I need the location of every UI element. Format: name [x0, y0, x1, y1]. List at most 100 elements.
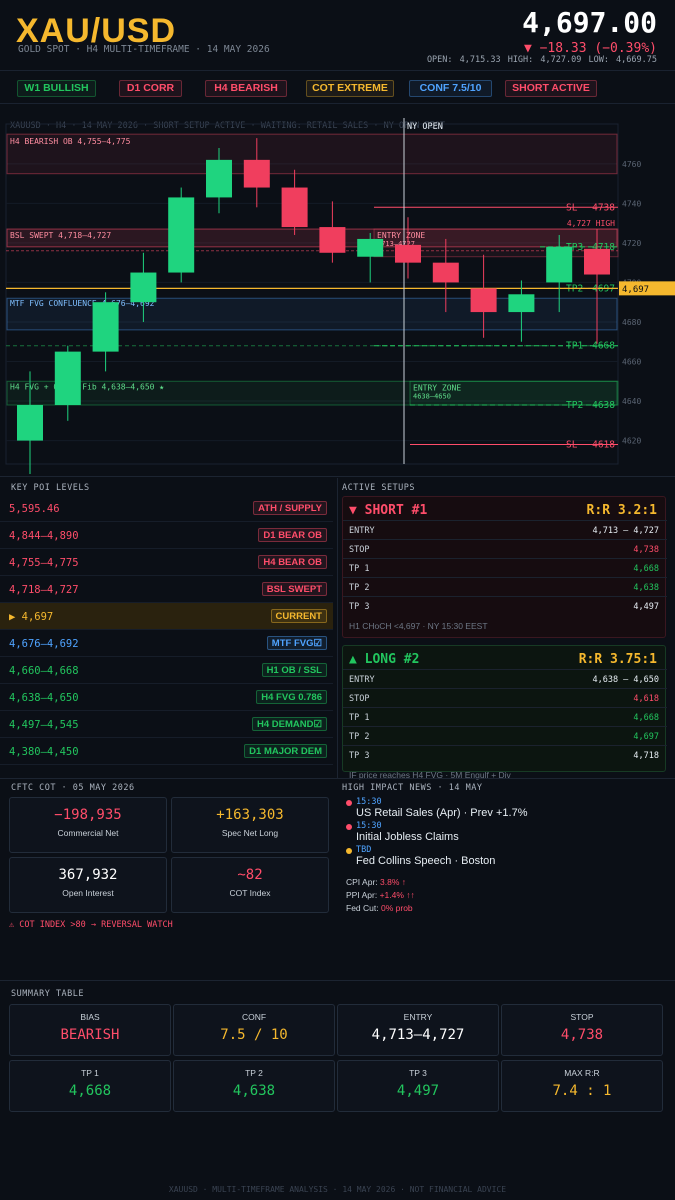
y-tick-label: 4660 [622, 358, 641, 367]
summary-label: TP 2 [245, 1068, 263, 1078]
macro-value: 0% prob [380, 903, 413, 913]
tag-cot-extreme[interactable]: COT EXTREME [306, 80, 394, 97]
summary-value: 4,497 [396, 1083, 440, 1099]
cot-label: Spec Net Long [221, 828, 279, 838]
news-time: 15:30 [356, 797, 382, 807]
price-chart[interactable]: XAUUSD · H4 · 14 MAY 2026 · SHORT SETUP … [0, 104, 675, 485]
short-setup-note: H1 CHoCH <4,697 · NY 15:30 EEST [349, 621, 488, 631]
poi-tag: BSL SWEPT [261, 582, 327, 596]
high-label: 4,727 HIGH [567, 219, 615, 228]
summary-label: TP 3 [409, 1068, 427, 1078]
cot-warning: ⚠ COT INDEX >80 → REVERSAL WATCH [9, 920, 173, 930]
candle-body[interactable] [281, 187, 308, 228]
poi-row[interactable]: 5,595.46 ATH / SUPPLY [0, 495, 333, 522]
tag-d1-corr[interactable]: D1 CORR [119, 80, 182, 97]
level-name: SL [566, 202, 578, 213]
ohl-readout: OPEN: 4,715.33 HIGH: 4,727.09 LOW: 4,669… [426, 55, 657, 65]
tag-h4-bearish[interactable]: H4 BEARISH [205, 80, 287, 97]
poi-row[interactable]: 4,676–4,692 MTF FVG☑ [0, 630, 333, 657]
setup-row: STOP 4,618 [343, 688, 667, 707]
summary-label: ENTRY [403, 1012, 433, 1022]
candle-body[interactable] [206, 159, 232, 198]
poi-row[interactable]: 4,718–4,727 BSL SWEPT [0, 576, 333, 603]
candle-body[interactable] [470, 288, 497, 313]
candle-body[interactable] [395, 244, 421, 263]
candle-body[interactable] [432, 262, 459, 283]
chart-watermark: XAUUSD · H4 · 14 MAY 2026 · SHORT SETUP … [10, 121, 445, 131]
long-setup-rr: R:R 3.75:1 [578, 652, 657, 667]
summary-cell: TP 1 4,668 [9, 1060, 171, 1112]
setup-row: ENTRY 4,713 – 4,727 [343, 520, 667, 539]
cot-label: Commercial Net [57, 828, 119, 838]
setup-row: TP 3 4,497 [343, 596, 667, 615]
candle-body[interactable] [508, 294, 535, 313]
level-value: 4618 [592, 440, 615, 451]
poi-row[interactable]: ▶ 4,697 CURRENT [0, 603, 333, 630]
setup-row: TP 3 4,718 [343, 745, 667, 764]
candle-body[interactable] [130, 272, 157, 303]
summary-cell: MAX R:R 7.4 : 1 [501, 1060, 663, 1112]
tag-short-active[interactable]: SHORT ACTIVE [505, 80, 597, 97]
level-name: TP3 [566, 242, 583, 253]
macro-value: 3.8% ↑ [380, 877, 407, 887]
poi-price: 4,380–4,450 [9, 746, 79, 758]
setup-row: STOP 4,738 [343, 539, 667, 558]
poi-tag: H4 DEMAND☑ [252, 717, 327, 731]
candle-body[interactable] [357, 238, 384, 257]
poi-row[interactable]: 4,755–4,775 H4 BEAR OB [0, 549, 333, 576]
y-tick-label: 4760 [622, 160, 641, 169]
candle-body[interactable] [319, 227, 346, 253]
summary-panel-title: SUMMARY TABLE [11, 989, 85, 999]
tag-w1-bullish[interactable]: W1 BULLISH [17, 80, 96, 97]
candle-body[interactable] [546, 246, 573, 283]
setup-key: TP 2 [349, 732, 370, 742]
poi-tag: MTF FVG☑ [266, 636, 327, 650]
summary-cell: BIAS BEARISH [9, 1004, 171, 1056]
level-name: TP2 [566, 400, 583, 411]
poi-row[interactable]: 4,844–4,890 D1 BEAR OB [0, 522, 333, 549]
macro-value: +1.4% ↑↑ [379, 890, 415, 900]
long-setup-card[interactable]: ▲ LONG #2 R:R 3.75:1 ENTRY 4,638 – 4,650 S… [342, 645, 667, 780]
candle-body[interactable] [584, 248, 610, 275]
candle-body[interactable] [243, 159, 270, 188]
poi-row[interactable]: 4,638–4,650 H4 FVG 0.786 [0, 684, 333, 711]
summary-label: MAX R:R [564, 1068, 600, 1078]
setups-panel-title: ACTIVE SETUPS [342, 483, 416, 493]
poi-tag: H4 BEAR OB [258, 555, 327, 569]
poi-row[interactable]: 4,497–4,545 H4 DEMAND☑ [0, 711, 333, 738]
poi-row[interactable]: 4,660–4,668 H1 OB / SSL [0, 657, 333, 684]
summary-value: 7.4 : 1 [552, 1083, 612, 1099]
candle-body[interactable] [17, 404, 43, 441]
y-tick-label: 4740 [622, 199, 641, 208]
poi-tag: D1 MAJOR DEM [244, 744, 327, 758]
cot-index: ~82 COT Index [171, 857, 329, 913]
setup-key: TP 1 [349, 564, 370, 574]
cot-spec-net-long: +163,303 Spec Net Long [171, 797, 329, 853]
setup-key: TP 2 [349, 583, 370, 593]
setup-value: 4,738 [633, 545, 659, 555]
current-price-tag [619, 281, 675, 296]
macro-row: CPI Apr: 3.8% ↑ [346, 877, 406, 887]
short-setup-card[interactable]: ▼ SHORT #1 R:R 3.2:1 ENTRY 4,713 – 4,727 S… [342, 496, 667, 638]
zone-label: H4 BEARISH OB 4,755–4,775 [10, 137, 131, 146]
candle-body[interactable] [168, 197, 195, 273]
symbol-subtitle: GOLD SPOT · H4 MULTI-TIMEFRAME · 14 MAY … [18, 44, 270, 55]
summary-label: TP 1 [81, 1068, 99, 1078]
macro-row: PPI Apr: +1.4% ↑↑ [346, 890, 415, 900]
short-setup-rr: R:R 3.2:1 [586, 503, 657, 518]
summary-cell: TP 3 4,497 [337, 1060, 499, 1112]
status-tag-bar: W1 BULLISH D1 CORR H4 BEARISH COT EXTREM… [0, 70, 675, 104]
candle-body[interactable] [92, 302, 119, 352]
setup-value: 4,638 [633, 583, 659, 593]
entry-zone-label: ENTRY ZONE [413, 383, 461, 392]
setup-key: ENTRY [349, 675, 375, 685]
news-title: Initial Jobless Claims [356, 831, 459, 843]
tag-confidence[interactable]: CONF 7.5/10 [409, 80, 492, 97]
cot-value: 367,932 [58, 867, 118, 883]
setup-value: 4,713 – 4,727 [592, 526, 659, 536]
news-time: 15:30 [356, 821, 382, 831]
candle-body[interactable] [54, 351, 81, 405]
ny-open-label: NY OPEN [407, 122, 443, 132]
poi-row[interactable]: 4,380–4,450 D1 MAJOR DEM [0, 738, 333, 765]
y-tick-label: 4640 [622, 397, 641, 406]
